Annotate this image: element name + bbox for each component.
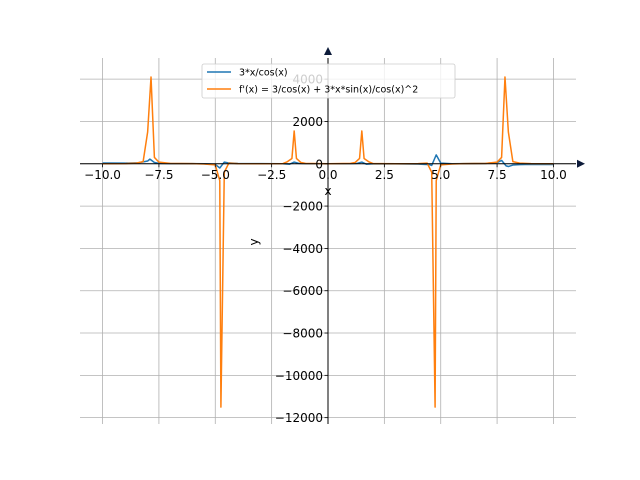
x-tick-label-0: −10.0 <box>84 168 121 182</box>
x-tick-label-8: 10.0 <box>540 168 567 182</box>
x-tick-label-1: −7.5 <box>144 168 173 182</box>
y-tick-label-6: 0 <box>315 157 323 171</box>
x-tick-label-4: 0.0 <box>318 168 337 182</box>
legend-label-1: f'(x) = 3/cos(x) + 3*x*sin(x)/cos(x)^2 <box>239 85 418 96</box>
x-tick-label-7: 7.5 <box>488 168 507 182</box>
y-tick-label-4: −4000 <box>282 242 323 256</box>
y-axis-label: y <box>247 238 261 245</box>
y-tick-label-1: −10000 <box>275 369 323 383</box>
x-axis-arrow <box>577 159 585 168</box>
y-tick-label-3: −6000 <box>282 284 323 298</box>
y-tick-label-2: −8000 <box>282 327 323 341</box>
axes <box>80 47 585 424</box>
legend: 3*x/cos(x) f'(x) = 3/cos(x) + 3*x*sin(x)… <box>201 63 456 99</box>
y-tick-label-7: 2000 <box>292 115 323 129</box>
x-tick-label-6: 5.0 <box>431 168 450 182</box>
legend-label-0: 3*x/cos(x) <box>239 68 288 79</box>
x-tick-label-2: −5.0 <box>201 168 230 182</box>
y-axis-arrow <box>324 47 332 55</box>
y-tick-label-5: −2000 <box>282 200 323 214</box>
legend-frame <box>201 63 456 99</box>
y-tick-label-0: −12000 <box>275 411 323 425</box>
x-tick-label-3: −2.5 <box>257 168 286 182</box>
x-axis-label: x <box>324 184 331 198</box>
x-tick-label-5: 2.5 <box>375 168 394 182</box>
tick-labels: −10.0 −7.5 −5.0 −2.5 0.0 2.5 5.0 7.5 10.0 −12000 −… <box>84 73 567 425</box>
